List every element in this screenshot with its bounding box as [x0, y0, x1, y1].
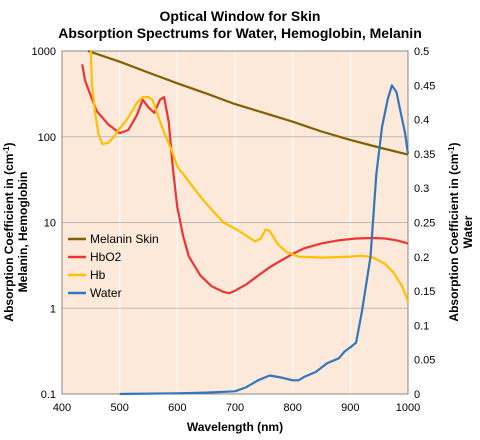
y-right-tick-label: 0.25 — [414, 218, 435, 230]
y-left-tick-label: 100 — [38, 132, 56, 144]
y-right-tick-label: 0.5 — [414, 46, 429, 58]
series-line-water — [119, 84, 410, 396]
y-right-tick-label: 0.4 — [414, 115, 429, 127]
y-left-tick-label: 1000 — [32, 46, 56, 58]
chart-title-line1: Optical Window for Skin — [160, 8, 321, 24]
plot-border — [61, 50, 409, 395]
y-right-axis-label-line2: Water — [461, 215, 475, 248]
series-line-hbo2 — [81, 64, 409, 295]
y-right-axis-ticks: 0 0.05 0.1 0.15 0.2 0.25 0.3 0.35 0.4 0.45 0.5 — [414, 46, 435, 401]
y-left-axis-label-line1: Absorption Coefficient in (cm-1) — [2, 142, 16, 321]
y-right-tick-label: 0 — [414, 389, 420, 401]
x-tick-label: 600 — [168, 402, 186, 414]
x-tick-label: 400 — [53, 402, 71, 414]
x-tick-label: 500 — [110, 402, 128, 414]
x-tick-label: 700 — [226, 402, 244, 414]
y-left-label-prefix: Absorption Coefficient in (cm — [2, 154, 16, 322]
y-left-axis-label-line2: Melanin, Hemoglobin — [16, 172, 30, 293]
y-right-tick-label: 0.15 — [414, 286, 435, 298]
y-left-tick-label: 1 — [50, 303, 56, 315]
x-tick-label: 800 — [283, 402, 301, 414]
y-right-tick-label: 0.3 — [414, 183, 429, 195]
y-left-label-suffix: ) — [2, 142, 16, 146]
y-left-tick-label: 0.1 — [41, 389, 56, 401]
legend-label-water: Water — [90, 286, 122, 300]
y-left-axis-ticks: 0.1 1 10 100 1000 — [32, 46, 56, 401]
y-right-axis-label-line1: Absorption Coefficient in (cm-1) — [447, 142, 461, 321]
legend-label-hbo2: HbO2 — [90, 250, 122, 264]
y-right-label-suffix: ) — [447, 142, 461, 146]
y-right-label-prefix: Absorption Coefficient in (cm — [447, 154, 461, 322]
y-right-tick-label: 0.45 — [414, 80, 435, 92]
legend-label-melanin-skin: Melanin Skin — [90, 232, 159, 246]
y-right-tick-label: 0.35 — [414, 149, 435, 161]
y-left-label-sup: -1 — [2, 146, 11, 154]
x-axis-label: Wavelength (nm) — [187, 420, 283, 434]
x-tick-label: 900 — [341, 402, 359, 414]
series-line-melanin-skin — [87, 49, 409, 156]
series-line-hb — [89, 50, 410, 302]
x-axis-ticks: 400 500 600 700 800 900 1000 — [53, 402, 420, 414]
series-lines — [81, 49, 410, 396]
y-right-label-sup: -1 — [447, 146, 456, 154]
y-right-tick-label: 0.2 — [414, 252, 429, 264]
y-right-tick-label: 0.1 — [414, 320, 429, 332]
y-right-tick-label: 0.05 — [414, 355, 435, 367]
grid — [61, 50, 409, 395]
legend-label-hb: Hb — [90, 268, 106, 282]
x-tick-label: 1000 — [396, 402, 420, 414]
chart-title-line2: Absorption Spectrums for Water, Hemoglob… — [58, 25, 422, 41]
y-left-tick-label: 10 — [44, 218, 56, 230]
legend: Melanin Skin HbO2 Hb Water — [68, 232, 159, 300]
